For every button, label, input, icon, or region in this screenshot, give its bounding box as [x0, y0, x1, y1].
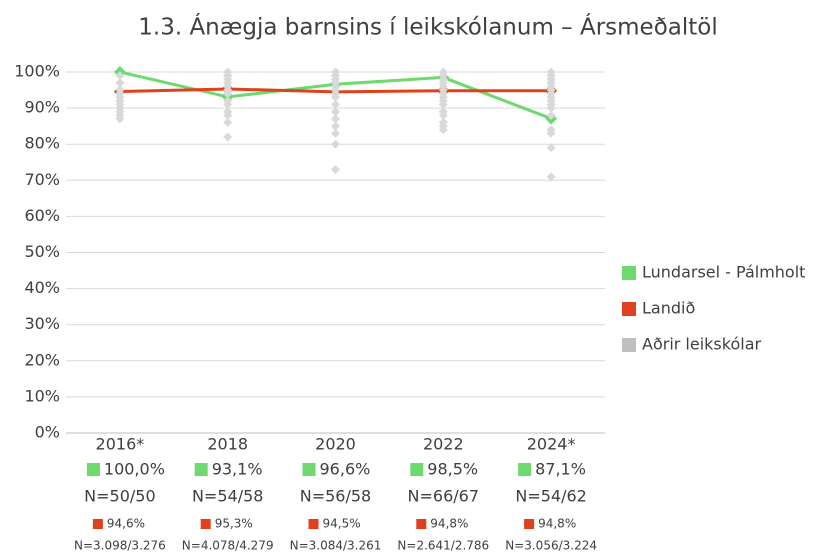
n-label: N=3.098/3.276: [74, 539, 166, 553]
y-tick-label: 50%: [24, 242, 60, 261]
y-tick-label: 10%: [24, 386, 60, 405]
other-school-point: [331, 128, 340, 138]
x-tick-label: 2020: [315, 435, 356, 454]
other-school-point: [223, 118, 233, 128]
value-swatch: [416, 519, 427, 529]
n-label: N=3.084/3.261: [290, 539, 382, 553]
other-school-point: [331, 139, 340, 149]
value-label: 100,0%: [104, 460, 165, 479]
n-label: N=50/50: [84, 487, 155, 506]
other-school-point: [546, 172, 556, 182]
n-label: N=2.641/2.786: [397, 539, 489, 553]
other-school-point: [438, 125, 448, 135]
other-school-point: [546, 110, 556, 120]
y-tick-label: 90%: [24, 98, 60, 117]
value-swatch: [524, 519, 535, 529]
y-tick-label: 100%: [14, 62, 60, 81]
other-school-point: [331, 92, 340, 102]
x-tick-label: 2016*: [96, 435, 145, 454]
n-label: N=56/58: [300, 487, 371, 506]
legend-swatch: [622, 302, 636, 316]
other-school-point: [438, 110, 448, 120]
other-school-point: [223, 89, 233, 99]
value-label: 98,5%: [427, 460, 478, 479]
other-school-point: [115, 114, 125, 124]
y-tick-label: 20%: [24, 350, 60, 369]
y-tick-label: 60%: [24, 206, 60, 225]
n-label: N=3.056/3.224: [505, 539, 597, 553]
other-school-point: [331, 164, 340, 174]
value-swatch: [92, 519, 103, 529]
value-label: 94,6%: [107, 517, 145, 531]
legend-label: Aðrir leikskólar: [642, 335, 761, 354]
y-tick-label: 30%: [24, 314, 60, 333]
other-school-point: [223, 110, 233, 120]
other-school-point: [546, 143, 556, 153]
legend-swatch: [622, 338, 636, 352]
x-tick-label: 2018: [207, 435, 248, 454]
value-swatch: [194, 463, 208, 476]
value-swatch: [86, 463, 100, 476]
other-school-point: [546, 128, 556, 138]
other-school-point: [438, 99, 448, 109]
other-school-point: [223, 132, 233, 142]
other-school-point: [331, 99, 340, 109]
other-school-point: [115, 78, 125, 88]
y-tick-label: 40%: [24, 278, 60, 297]
n-label: N=54/62: [515, 487, 586, 506]
y-tick-label: 70%: [24, 170, 60, 189]
other-school-point: [115, 71, 125, 81]
value-label: 94,8%: [430, 517, 468, 531]
value-swatch: [302, 463, 316, 476]
other-school-point: [331, 121, 340, 131]
value-label: 95,3%: [215, 517, 253, 531]
x-tick-label: 2024*: [527, 435, 576, 454]
value-swatch: [410, 463, 424, 476]
value-swatch: [518, 463, 532, 476]
value-label: 96,6%: [320, 460, 371, 479]
other-school-point: [331, 114, 340, 124]
legend-swatch: [622, 266, 636, 280]
value-label: 93,1%: [212, 460, 263, 479]
y-tick-label: 0%: [35, 423, 60, 442]
x-tick-label: 2022: [423, 435, 464, 454]
n-label: N=54/58: [192, 487, 263, 506]
other-school-point: [331, 107, 340, 117]
value-swatch: [308, 519, 319, 529]
n-label: N=4.078/4.279: [182, 539, 274, 553]
other-school-point: [223, 99, 233, 109]
y-tick-label: 80%: [24, 134, 60, 153]
value-label: 94,5%: [323, 517, 361, 531]
value-label: 94,8%: [538, 517, 576, 531]
n-label: N=66/67: [408, 487, 479, 506]
chart-title: 1.3. Ánægja barnsins í leikskólanum – Ár…: [138, 13, 718, 41]
value-label: 87,1%: [535, 460, 586, 479]
other-school-point: [546, 103, 556, 113]
legend-label: Landið: [642, 299, 695, 318]
legend-label: Lundarsel - Pálmholt: [642, 263, 805, 282]
value-swatch: [200, 519, 211, 529]
